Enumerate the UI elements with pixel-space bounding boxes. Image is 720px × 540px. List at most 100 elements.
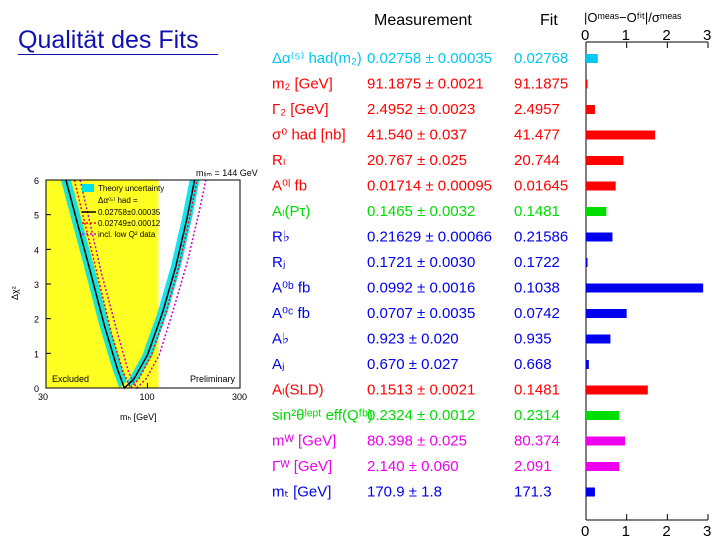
theory-uncertainty-band (60, 180, 200, 388)
measurement-value: 0.02758 ± 0.00035 (367, 50, 492, 67)
y-axis-tick-label: 5 (34, 211, 39, 221)
x-axis-tick-label: 300 (232, 392, 247, 402)
pull-chart-background (268, 0, 720, 540)
pull-bar (586, 105, 595, 114)
measurement-value: 80.398 ± 0.025 (367, 433, 467, 450)
observable-label: Δα⁽⁵⁾ had(m₂) (272, 50, 362, 67)
fit-value: 171.3 (514, 484, 552, 501)
observable-label: m₂ [GeV] (272, 76, 333, 93)
pull-bar (586, 130, 656, 140)
measurement-value: 0.670 ± 0.027 (367, 356, 459, 373)
fit-value: 0.02768 (514, 50, 568, 67)
pull-bar (586, 283, 704, 293)
measurement-value: 91.1875 ± 0.0021 (367, 76, 484, 93)
measurement-value: 41.540 ± 0.037 (367, 127, 467, 144)
measurement-value: 0.1465 ± 0.0032 (367, 203, 475, 220)
header-pull: |Oᵐᵉᵃˢ−Oᶠⁱᵗ|/σᵐᵉᵃˢ (584, 10, 682, 25)
pull-bar (586, 360, 589, 369)
observable-label: Aⱼ (272, 356, 285, 373)
fit-value: 0.21586 (514, 229, 568, 246)
measurement-value: 170.9 ± 1.8 (367, 484, 442, 501)
measurement-value: 0.01714 ± 0.00095 (367, 178, 492, 195)
chi2-curve (73, 179, 198, 390)
observable-label: mᵂ [GeV] (272, 433, 336, 450)
pull-axis-tick-label-bottom: 0 (581, 523, 589, 540)
measurement-value: 2.140 ± 0.060 (367, 458, 459, 475)
pull-bar (586, 385, 648, 395)
y-axis-tick-label: 4 (34, 245, 39, 255)
pull-chart: Measurement Fit |Oᵐᵉᵃˢ−Oᶠⁱᵗ|/σᵐᵉᵃˢ 0 0 1 1 2… (268, 0, 720, 540)
mlimit-annotation: mₗᵢₘ = 144 GeV (196, 168, 258, 178)
measurement-value: 0.0707 ± 0.0035 (367, 305, 475, 322)
observable-label: A⁰ᵇ fb (272, 280, 310, 297)
legend-label: incl. low Q² data (98, 230, 156, 239)
pull-axis-tick-label-top: 1 (622, 27, 630, 44)
measurement-value: 0.1721 ± 0.0030 (367, 254, 475, 271)
observable-label: Aₗ(Pτ) (272, 203, 310, 220)
observable-label: R♭ (272, 229, 290, 246)
observable-label: σ⁰ had [nb] (272, 127, 346, 144)
observable-label: Aₗ(SLD) (272, 382, 324, 399)
y-axis-tick-label: 6 (34, 176, 39, 186)
legend-label: 0.02749±0.00012 (98, 219, 161, 228)
pull-axis-tick-label-top: 2 (662, 27, 670, 44)
fit-value: 0.2314 (514, 407, 560, 424)
fit-value: 0.668 (514, 356, 552, 373)
pull-axis-tick-label-bottom: 2 (662, 523, 670, 540)
y-axis-tick-label: 2 (34, 315, 39, 325)
fit-value: 0.1481 (514, 382, 560, 399)
pull-bar (586, 258, 588, 267)
pull-bar (586, 156, 624, 165)
excluded-region (46, 180, 159, 388)
pull-bar (586, 207, 607, 216)
chi2-curve (79, 179, 207, 390)
chi2-curve (65, 179, 196, 390)
pull-bar (586, 309, 627, 318)
observable-label: Γ₂ [GeV] (272, 101, 329, 118)
legend-swatch-band (82, 184, 94, 192)
pull-bar (586, 181, 616, 191)
measurement-value: 0.923 ± 0.020 (367, 331, 459, 348)
chi2-plot: 0 1 2 3 4 5 6 30 100 300 mₕ [GeV] Δχ² Theory uncerta… (10, 168, 258, 422)
header-fit: Fit (540, 12, 558, 29)
pull-axis-tick-label-top: 0 (581, 27, 589, 44)
observable-label: Rₗ (272, 152, 285, 169)
measurement-value: 2.4952 ± 0.0023 (367, 101, 475, 118)
pull-axis-tick-label-bottom: 1 (622, 523, 630, 540)
x-axis-tick-label: 100 (139, 392, 154, 402)
fit-value: 0.1038 (514, 280, 560, 297)
observable-label: Γᵂ [GeV] (272, 458, 332, 475)
title-underline (18, 54, 218, 55)
fit-value: 2.091 (514, 458, 552, 475)
pull-bar (586, 462, 620, 471)
pull-bar (586, 487, 595, 497)
fit-value: 20.744 (514, 152, 560, 169)
observable-label: Rⱼ (272, 254, 285, 271)
y-axis-tick-label: 0 (34, 384, 39, 394)
pull-bar (586, 334, 611, 344)
fit-value: 41.477 (514, 127, 560, 144)
measurement-value: 20.767 ± 0.025 (367, 152, 467, 169)
pull-bar (586, 54, 598, 63)
pull-bar (586, 232, 613, 242)
y-axis-label: Δχ² (10, 286, 20, 300)
observable-label: A⁰ˡ fb (272, 178, 307, 195)
fit-value: 80.374 (514, 433, 560, 450)
legend-label: 0.02758±0.00035 (98, 208, 161, 217)
observable-label: mₜ [GeV] (272, 484, 331, 501)
preliminary-annotation: Preliminary (190, 374, 236, 384)
fit-value: 91.1875 (514, 76, 568, 93)
fit-value: 0.1481 (514, 203, 560, 220)
pull-bar (586, 79, 588, 89)
pull-axis-tick-label-top: 3 (703, 27, 711, 44)
measurement-value: 0.21629 ± 0.00066 (367, 229, 492, 246)
fit-value: 2.4957 (514, 101, 560, 118)
x-axis-label: mₕ [GeV] (120, 412, 157, 422)
excluded-annotation: Excluded (52, 374, 89, 384)
measurement-value: 0.2324 ± 0.0012 (367, 407, 475, 424)
header-measurement: Measurement (374, 12, 472, 29)
slide-title: Qualität des Fits (18, 26, 199, 54)
observable-label: sin²θˡᵉᵖᵗ eff(Qᶠᵇ) (272, 407, 373, 424)
pull-bar (586, 436, 626, 446)
observable-label: A⁰ᶜ fb (272, 305, 310, 322)
